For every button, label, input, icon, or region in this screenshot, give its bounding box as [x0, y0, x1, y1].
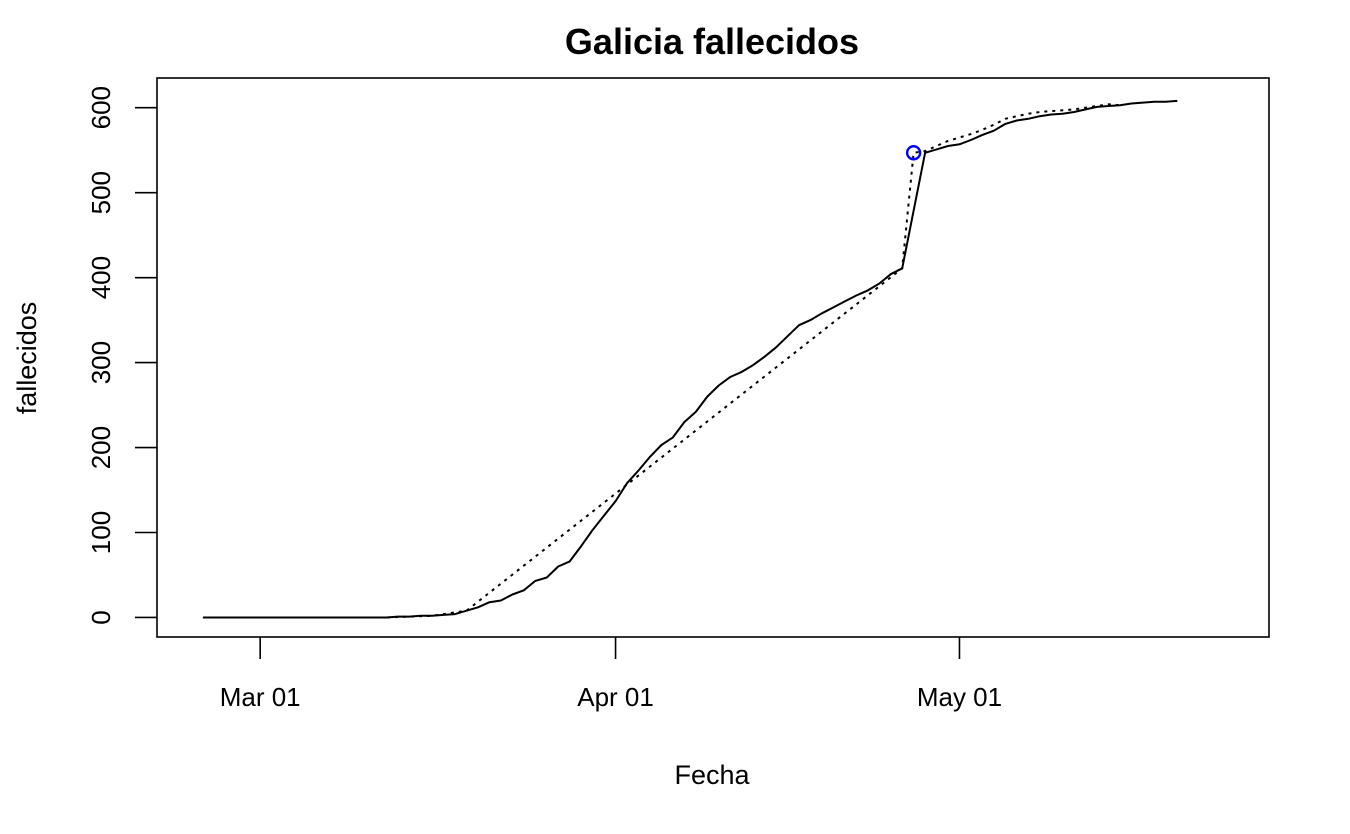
- y-tick-label: 300: [86, 341, 116, 384]
- y-tick-label: 400: [86, 256, 116, 299]
- y-tick-label: 100: [86, 511, 116, 554]
- x-tick-label: May 01: [917, 682, 1002, 712]
- x-axis-label: Fecha: [674, 760, 750, 790]
- y-tick-label: 0: [86, 610, 116, 624]
- y-tick-label: 500: [86, 171, 116, 214]
- series-line-2-dotted: [283, 103, 1121, 619]
- plot-frame: [156, 77, 1270, 638]
- y-tick-label: 200: [86, 426, 116, 469]
- x-axis: Mar 01 Apr 01 May 01: [220, 637, 1002, 712]
- highlight-point-marker: [905, 145, 922, 161]
- marker-layer: [905, 145, 922, 161]
- y-tick-label: 600: [86, 86, 116, 129]
- x-tick-label: Apr 01: [577, 682, 654, 712]
- y-axis-label: fallecidos: [12, 302, 42, 415]
- series-line-1-solid: [202, 99, 1178, 619]
- y-axis: 0 100 200 300 400 500 600: [86, 86, 157, 625]
- chart-title: Galicia fallecidos: [565, 21, 859, 62]
- series-layer: [202, 99, 1178, 619]
- x-tick-label: Mar 01: [220, 682, 301, 712]
